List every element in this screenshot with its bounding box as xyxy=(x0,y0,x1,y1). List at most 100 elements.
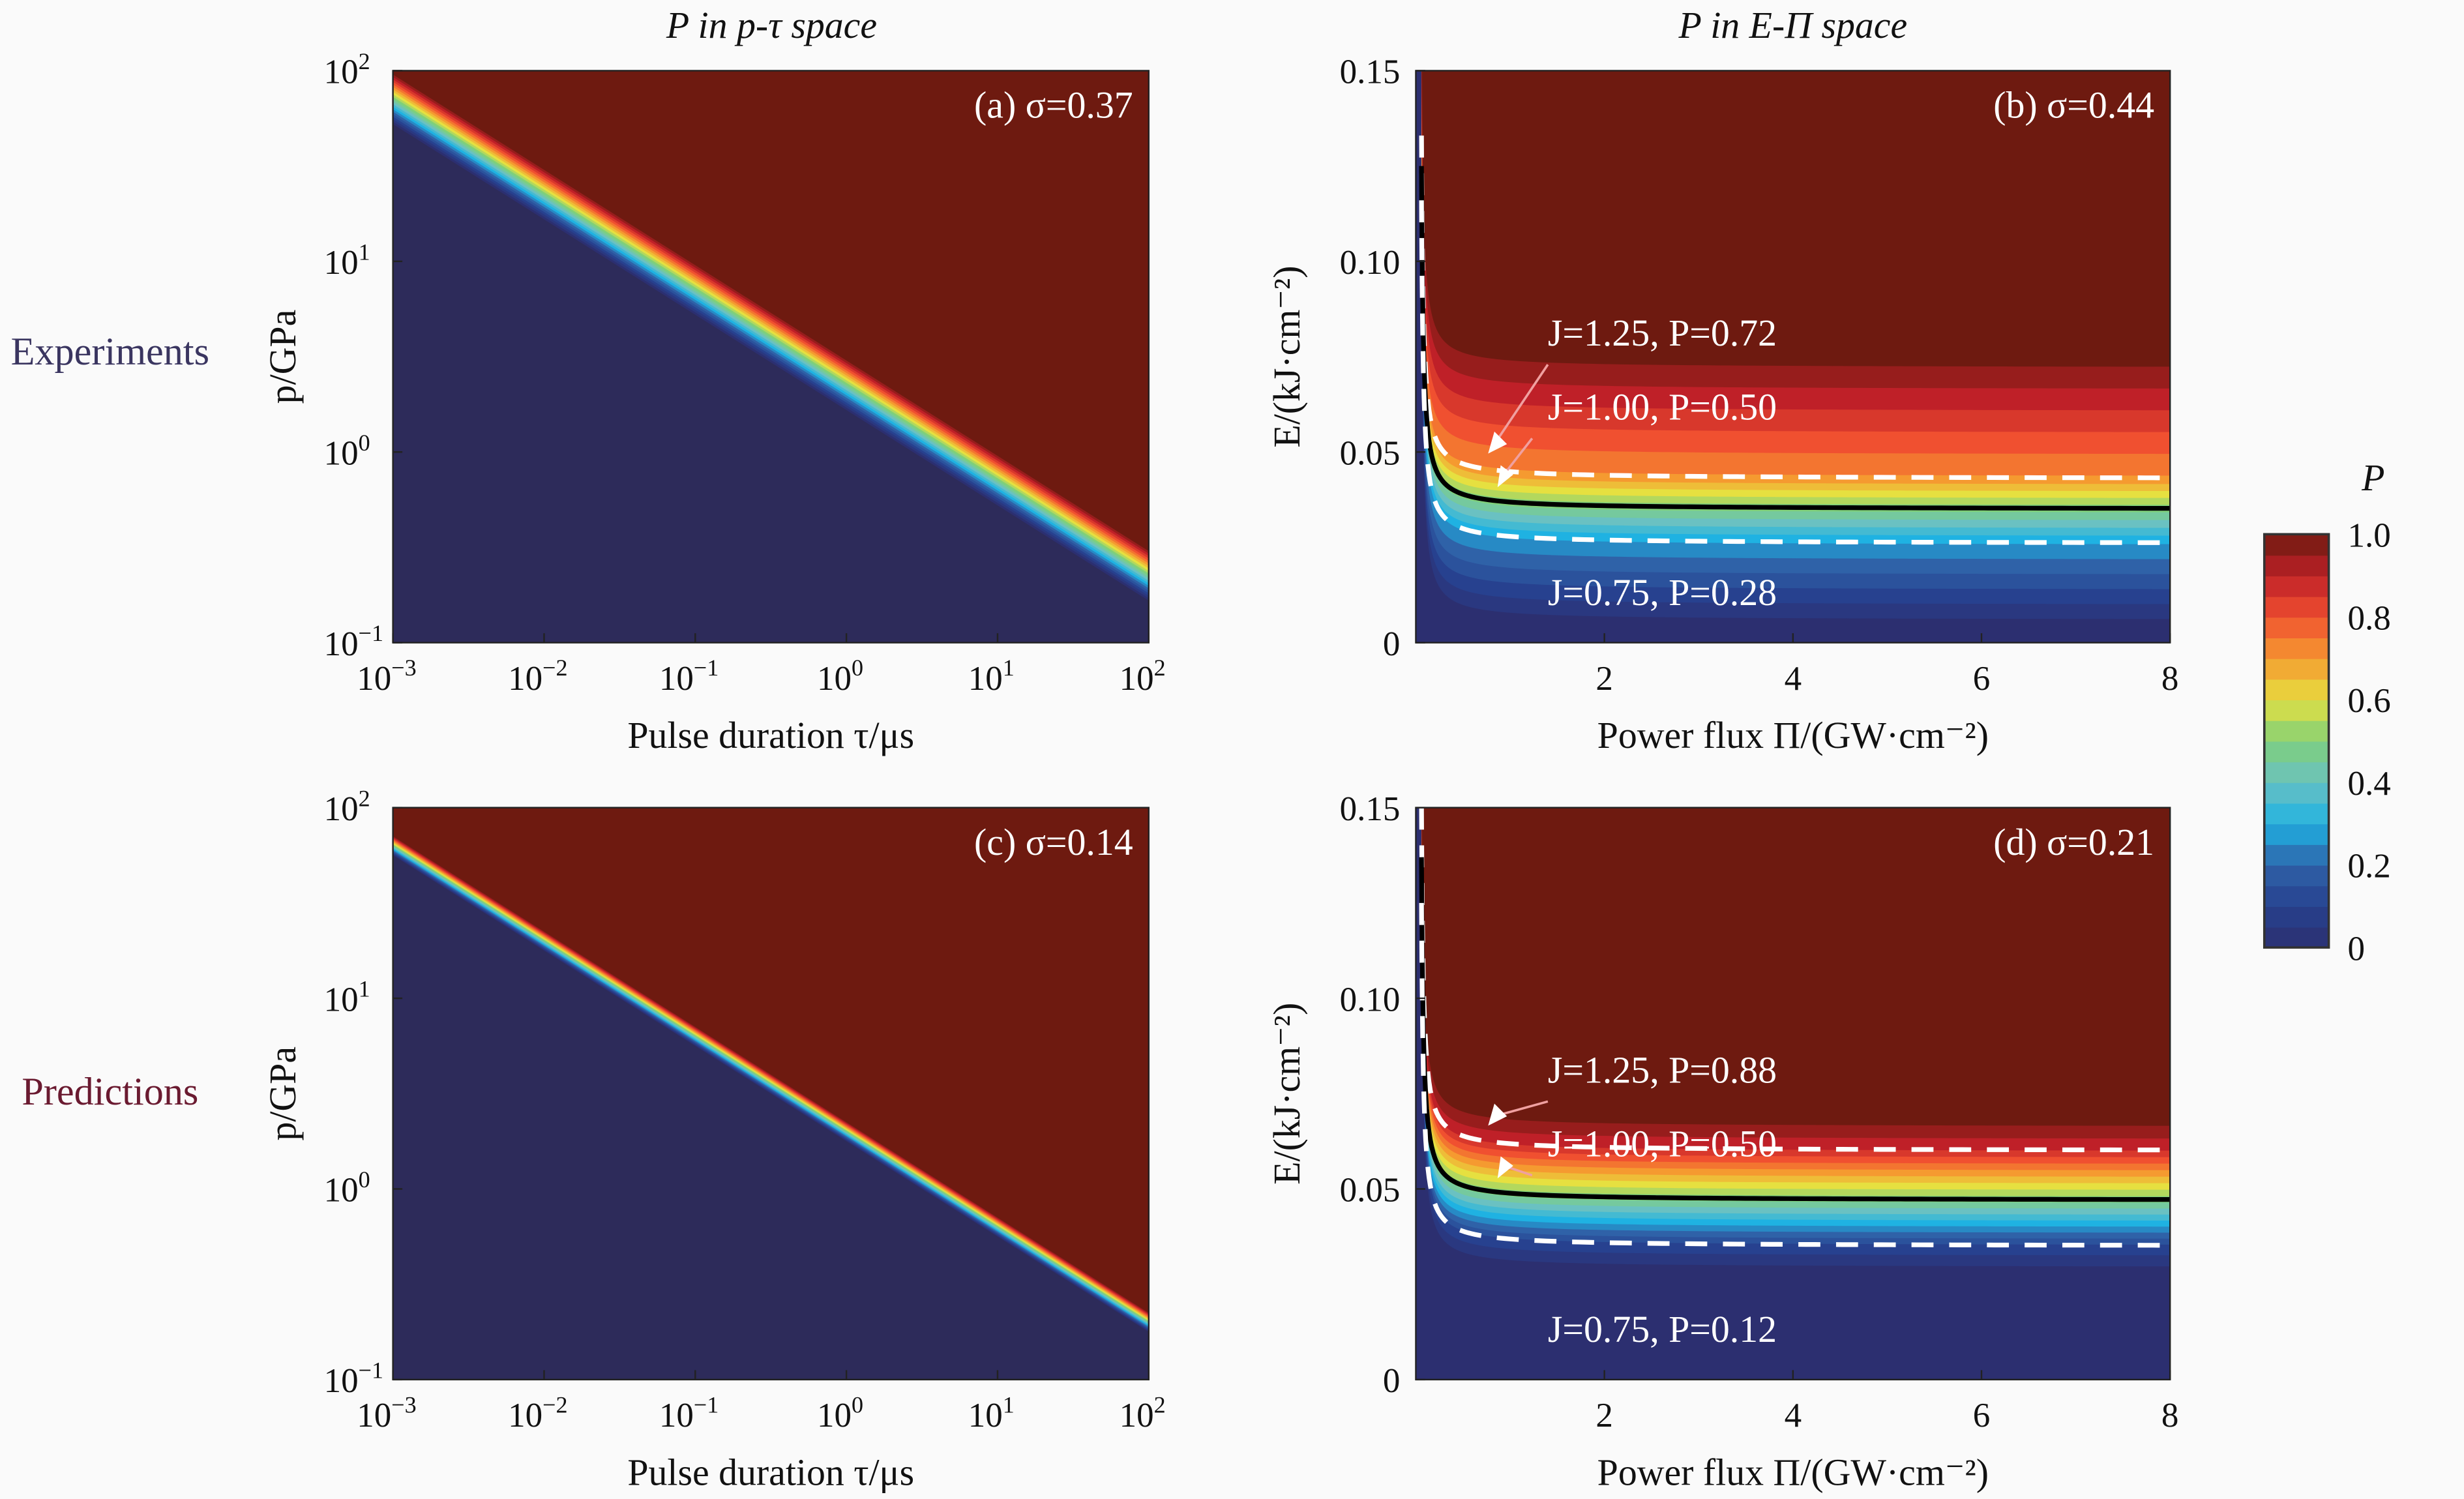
arrow-head xyxy=(1488,1103,1507,1126)
annotation-J-0.75: J=0.75, P=0.12 xyxy=(1548,1308,1777,1350)
y-tick-label: 0.10 xyxy=(1340,244,1401,282)
colorbar-title: P xyxy=(2361,456,2384,499)
tick-base: 10 xyxy=(324,790,359,828)
plot-area xyxy=(393,807,1149,1380)
tick-exponent: 0 xyxy=(359,430,370,456)
tick-base: 10 xyxy=(817,660,852,698)
arrow-head xyxy=(1497,1156,1513,1179)
tick-base: 10 xyxy=(324,244,359,282)
plot-frame xyxy=(392,807,1150,1381)
annotation-J-1.00: J=1.00, P=0.50 xyxy=(1548,1123,1777,1165)
arrow-head xyxy=(1497,465,1513,488)
x-tick-label: 102 xyxy=(1120,655,1166,698)
tick-base: 10 xyxy=(357,660,391,698)
tick-exponent: 1 xyxy=(1003,655,1015,681)
tick-exponent: −1 xyxy=(694,655,719,681)
tick-base: 10 xyxy=(659,1397,694,1434)
annotation-arrow xyxy=(1493,364,1549,445)
y-tick-label: 0.05 xyxy=(1340,1172,1401,1210)
tick-base: 10 xyxy=(324,1362,359,1400)
panel-label: (a) σ=0.37 xyxy=(974,84,1133,126)
tick-exponent: 1 xyxy=(359,976,370,1002)
x-axis-label: Power flux Π/(GW·cm⁻²) xyxy=(1597,714,1989,756)
tick-base: 10 xyxy=(1120,660,1154,698)
panel-label: (d) σ=0.21 xyxy=(1993,821,2154,863)
x-tick-label: 100 xyxy=(817,1391,863,1434)
x-tick-label: 102 xyxy=(1120,1391,1166,1434)
annotation-J-1.00: J=1.00, P=0.50 xyxy=(1548,385,1777,428)
colorbar-level xyxy=(2264,885,2329,907)
plot-frame xyxy=(392,70,1150,644)
y-tick-label: 0.05 xyxy=(1340,435,1401,473)
tick-exponent: −3 xyxy=(391,1391,416,1417)
y-tick-label: 10−1 xyxy=(324,620,383,663)
panel-label: (b) σ=0.44 xyxy=(1993,84,2154,126)
x-tick-label: 10−1 xyxy=(659,1391,719,1434)
contour-level xyxy=(1421,807,2171,1126)
contour-J-1.00 xyxy=(1419,166,2171,511)
colorbar: 0 0.2 0.4 0.6 0.8 1.0 P xyxy=(2263,456,2391,968)
colorbar-level xyxy=(2264,741,2329,763)
y-axis-label: p/GPa xyxy=(261,310,304,404)
y-tick-label: 100 xyxy=(324,430,370,473)
annotation-J-1.25: J=1.25, P=0.88 xyxy=(1548,1048,1777,1091)
tick-base: 10 xyxy=(968,1397,1003,1434)
y-tick-label: 0.15 xyxy=(1340,790,1401,828)
panel-d: J=1.25, P=0.88 J=1.00, P=0.50 J=0.75, P=0.… xyxy=(1266,790,2178,1493)
tick-exponent: 0 xyxy=(359,1166,370,1193)
column-title-e-pi: P in E-Π space xyxy=(1678,4,1907,46)
tick-base: 10 xyxy=(324,1172,359,1210)
colorbar-tick-label: 0.4 xyxy=(2347,765,2390,803)
y-tick-label: 100 xyxy=(324,1166,370,1210)
y-axis-label: E/(kJ·cm⁻²) xyxy=(1266,1003,1308,1185)
colorbar-level xyxy=(2264,824,2329,845)
y-tick-label: 101 xyxy=(324,976,370,1019)
y-tick-label: 102 xyxy=(324,48,370,91)
x-tick-label: 10−2 xyxy=(508,655,567,698)
plot-area xyxy=(1416,70,2171,643)
annotation-arrow xyxy=(1502,438,1534,476)
x-tick-label: 2 xyxy=(1596,660,1613,698)
probability-band xyxy=(393,70,1149,552)
x-tick-label: 10−3 xyxy=(357,655,416,698)
colorbar-level xyxy=(2264,617,2329,639)
colorbar-level xyxy=(2264,575,2329,597)
contour-J-1.00 xyxy=(1419,857,2171,1202)
panel-label: (c) σ=0.14 xyxy=(974,821,1133,863)
tick-exponent: 1 xyxy=(1003,1391,1015,1417)
tick-exponent: 2 xyxy=(359,785,370,811)
y-tick-label: 0.15 xyxy=(1340,53,1401,91)
colorbar-level xyxy=(2264,699,2329,721)
contour-J-1.25 xyxy=(1419,135,2171,481)
contour-J-0.75 xyxy=(1419,200,2171,545)
tick-exponent: −1 xyxy=(694,1391,719,1417)
row-label-predictions: Predictions xyxy=(22,1070,198,1114)
y-axis-label: p/GPa xyxy=(261,1046,304,1141)
colorbar-level xyxy=(2264,658,2329,680)
x-tick-label: 10−3 xyxy=(357,1391,416,1434)
colorbar-level xyxy=(2264,555,2329,576)
y-tick-label: 102 xyxy=(324,785,370,828)
x-tick-label: 4 xyxy=(1785,1397,1802,1434)
tick-base: 10 xyxy=(508,660,542,698)
x-tick-label: 4 xyxy=(1785,660,1802,698)
colorbar-level xyxy=(2264,782,2329,804)
colorbar-level xyxy=(2264,637,2329,659)
colorbar-level xyxy=(2264,720,2329,742)
tick-exponent: 2 xyxy=(359,48,370,74)
y-tick-label: 0 xyxy=(1383,1362,1401,1400)
colorbar-level xyxy=(2264,906,2329,928)
colorbar-tick-label: 0 xyxy=(2347,930,2364,968)
y-tick-label: 101 xyxy=(324,239,370,282)
colorbar-tick-label: 0.6 xyxy=(2347,682,2390,720)
x-tick-label: 6 xyxy=(1973,660,1990,698)
x-axis-label: Power flux Π/(GW·cm⁻²) xyxy=(1597,1451,1989,1493)
x-tick-label: 8 xyxy=(2161,660,2178,698)
tick-exponent: −2 xyxy=(542,655,567,681)
tick-base: 10 xyxy=(1120,1397,1154,1434)
x-tick-label: 100 xyxy=(817,655,863,698)
tick-base: 10 xyxy=(508,1397,542,1434)
